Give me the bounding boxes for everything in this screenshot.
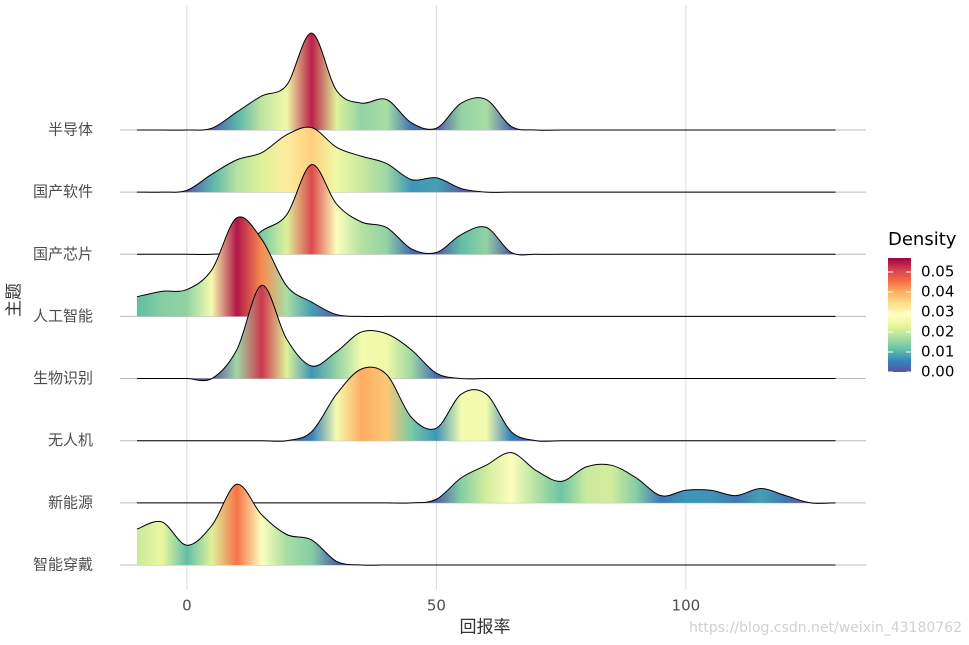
ridge-line <box>136 216 836 318</box>
x-axis-title: 回报率 <box>460 618 511 638</box>
legend-title: Density <box>888 229 957 250</box>
x-tick-label: 100 <box>672 597 701 615</box>
ridge-area <box>136 484 836 566</box>
ridge-area <box>136 216 836 317</box>
ridge-area <box>136 164 836 255</box>
y-axis-title: 主题 <box>5 283 25 317</box>
colorbar-tick-label: 0.02 <box>921 323 954 341</box>
colorbar-tick-label: 0.01 <box>921 343 954 361</box>
y-tick-label: 生物识别 <box>33 369 93 387</box>
ridge-line <box>136 126 836 193</box>
ridge-line <box>136 366 836 442</box>
colorbar <box>888 258 911 372</box>
x-tick-label: 0 <box>182 597 192 615</box>
ridge-area <box>136 127 836 193</box>
ridge-line <box>136 483 836 566</box>
y-tick-label: 智能穿戴 <box>33 555 93 573</box>
ridge-line <box>136 32 836 131</box>
y-tick-label: 国产软件 <box>33 183 93 201</box>
colorbar-tick-label: 0.04 <box>921 283 954 301</box>
ridge-line <box>136 452 836 504</box>
ridge-line <box>136 284 836 382</box>
y-tick-label: 人工智能 <box>33 307 93 325</box>
ridge-area <box>136 367 836 442</box>
colorbar-tick-label: 0.03 <box>921 303 954 321</box>
y-tick-label: 国产芯片 <box>33 245 93 263</box>
x-tick-label: 50 <box>427 597 446 615</box>
y-tick-label: 无人机 <box>48 431 93 449</box>
y-tick-label: 半导体 <box>48 121 93 139</box>
ridge-area <box>136 33 836 131</box>
colorbar-tick-label: 0.00 <box>921 363 954 381</box>
y-tick-label: 新能源 <box>48 493 93 511</box>
watermark: https://blog.csdn.net/weixin_43180762 <box>689 620 962 636</box>
ridge-area <box>136 452 836 504</box>
colorbar-tick-label: 0.05 <box>921 263 954 281</box>
ridge-area <box>136 285 836 381</box>
